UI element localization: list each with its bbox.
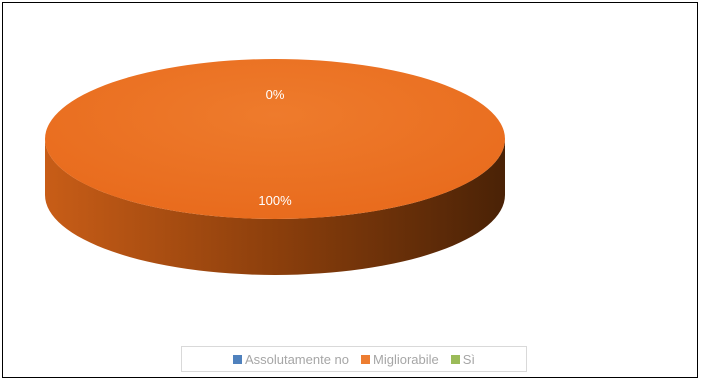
legend-label: Sì bbox=[462, 351, 476, 367]
data-label: 0% bbox=[266, 87, 285, 102]
data-label: 100% bbox=[258, 193, 292, 208]
legend-label: Migliorabile bbox=[373, 351, 439, 367]
legend-swatch-migliorabile bbox=[361, 354, 371, 364]
legend-item: Migliorabile bbox=[361, 352, 439, 367]
legend-swatch-si bbox=[450, 354, 460, 364]
legend-item: Assolutamente no bbox=[232, 351, 350, 367]
pie-chart: 0% 100% bbox=[45, 59, 505, 275]
legend-item: Sì bbox=[450, 351, 476, 367]
legend-swatch-assolutamente-no bbox=[232, 354, 242, 364]
legend-label: Assolutamente no bbox=[244, 351, 350, 367]
chart-frame: 0% 100% Assolutamente no Migliorabile Sì bbox=[2, 2, 698, 378]
pie-slice-side bbox=[45, 139, 505, 275]
legend: Assolutamente no Migliorabile Sì bbox=[181, 346, 527, 372]
pie-slice-1 bbox=[45, 59, 505, 219]
